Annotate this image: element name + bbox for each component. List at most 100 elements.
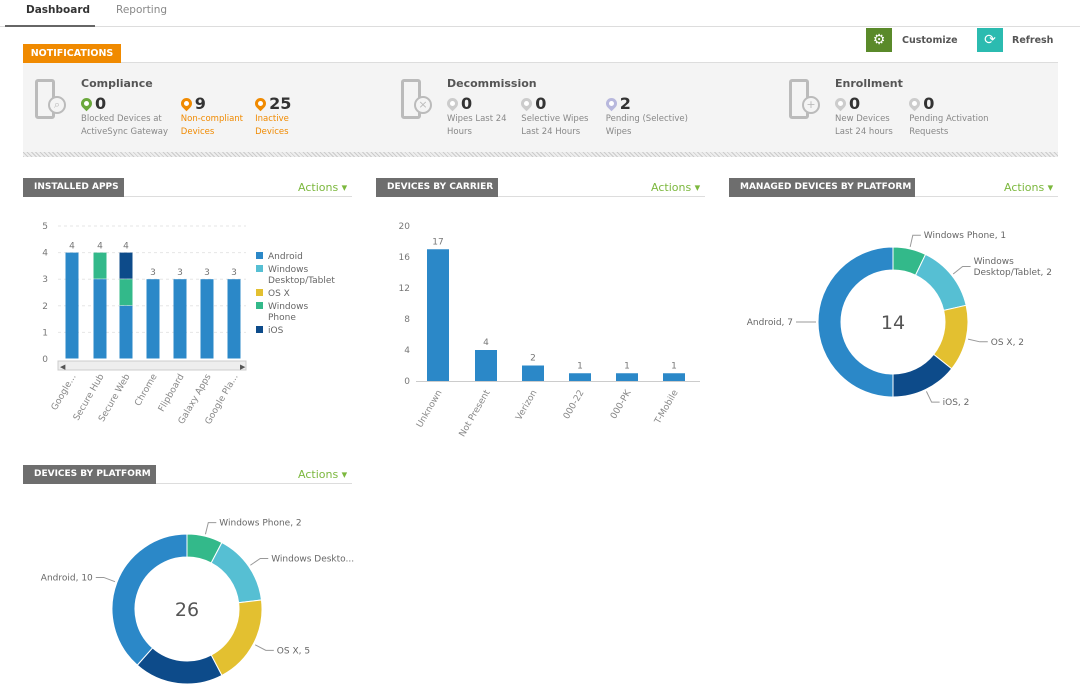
slice-label: Android, 10 [41, 573, 93, 583]
notification-metric[interactable]: 0 Pending Activation Requests [907, 94, 989, 139]
refresh-label[interactable]: Refresh [1012, 35, 1054, 46]
donut-total: 14 [881, 312, 905, 334]
metric-label: Pending (Selective) Wipes [605, 114, 688, 137]
metric-label: Pending Activation Requests [909, 114, 989, 137]
customize-label[interactable]: Customize [902, 35, 958, 46]
y-tick-label: 4 [42, 249, 48, 259]
notifications-panel: ⌕ Compliance 0 Blocked Devices at ActiveSyn… [23, 63, 1058, 152]
x-tick-label: Google... [50, 373, 79, 413]
refresh-button[interactable]: ⟳ [977, 28, 1003, 52]
slice-label: Desktop/Tablet, 2 [974, 268, 1052, 278]
x-tick-label: 000-PK [609, 388, 634, 421]
notification-metric[interactable]: 0 Blocked Devices at ActiveSync Gateway [78, 94, 168, 139]
notification-metric[interactable]: 0 New Devices Last 24 hours [832, 94, 893, 139]
y-tick-label: 4 [404, 346, 410, 356]
data-label: 4 [97, 242, 103, 252]
notification-metric[interactable]: 0 Wipes Last 24 Hours [444, 94, 507, 139]
bar-segment [227, 279, 241, 359]
metric-value: 9 [194, 94, 206, 113]
donut-slice [111, 533, 188, 666]
carrier-title: DEVICES BY CARRIER [376, 178, 498, 197]
notification-metric[interactable]: 2 Pending (Selective) Wipes [603, 94, 688, 139]
divider [121, 62, 1058, 63]
bar-segment [93, 252, 107, 279]
bar [475, 350, 497, 381]
legend-swatch [256, 265, 263, 272]
tab-reporting[interactable]: Reporting [116, 4, 168, 16]
carrier-actions[interactable]: Actions ▾ [651, 181, 701, 194]
slice-label: OS X, 2 [991, 338, 1024, 348]
metric-label: Non-compliant Devices [180, 114, 244, 137]
leader-line [254, 644, 274, 651]
leader-line [909, 234, 921, 248]
metric-value: 2 [619, 94, 631, 113]
data-label: 4 [69, 242, 75, 252]
slice-label: OS X, 5 [277, 646, 310, 656]
data-label: 3 [204, 268, 210, 278]
data-label: 3 [177, 268, 183, 278]
bar-segment [200, 279, 214, 359]
legend-label: Desktop/Tablet [268, 276, 335, 286]
metric-value: 0 [923, 94, 935, 113]
phone-add-icon: + [789, 79, 820, 119]
y-tick-label: 5 [42, 222, 48, 232]
x-tick-label: T-Mobile [653, 388, 681, 427]
installed-apps-title: INSTALLED APPS [23, 178, 124, 197]
leader-line [95, 576, 116, 583]
group-title: Enrollment [835, 77, 903, 90]
notification-metric[interactable]: 9 Non-compliant Devices [178, 94, 244, 139]
installed-apps-actions[interactable]: Actions ▾ [298, 181, 348, 194]
legend-swatch [256, 252, 263, 259]
legend-label: Windows [268, 302, 308, 312]
data-label: 4 [483, 338, 489, 348]
tab-bar: Dashboard Reporting [0, 0, 1080, 27]
horizontal-scrollbar[interactable] [57, 360, 247, 371]
platform-actions[interactable]: Actions ▾ [298, 468, 348, 481]
data-label: 1 [671, 361, 677, 371]
metric-value: 25 [269, 94, 292, 113]
bar-segment [119, 252, 133, 279]
leader-line [925, 391, 940, 403]
metric-label: New Devices Last 24 hours [835, 114, 893, 137]
leader-line [250, 557, 269, 566]
bar [522, 365, 544, 381]
slice-label: Windows Phone, 2 [219, 519, 301, 529]
legend-label: Phone [268, 313, 296, 323]
scroll-left-icon: ◀ [60, 363, 66, 371]
phone-search-icon: ⌕ [35, 79, 66, 119]
y-tick-label: 20 [399, 222, 411, 232]
bar [616, 373, 638, 381]
bar-segment [119, 279, 133, 306]
data-label: 3 [150, 268, 156, 278]
x-tick-label: Unknown [415, 389, 445, 430]
scroll-right-icon: ▶ [240, 363, 246, 371]
y-tick-label: 2 [42, 302, 48, 312]
data-label: 1 [577, 361, 583, 371]
metric-value: 0 [95, 94, 107, 113]
metric-value: 0 [535, 94, 547, 113]
leader-line [204, 522, 217, 535]
bar-segment [65, 252, 79, 359]
group-title: Compliance [81, 77, 153, 90]
metric-label: Inactive Devices [255, 114, 289, 137]
slice-label: Windows Phone, 1 [924, 231, 1006, 241]
customize-button[interactable]: ⚙ [866, 28, 892, 52]
legend-swatch [256, 302, 263, 309]
refresh-icon: ⟳ [984, 32, 996, 48]
bar-segment [119, 305, 133, 359]
platform-title: DEVICES BY PLATFORM [23, 465, 156, 484]
y-tick-label: 16 [399, 253, 411, 263]
notification-metric[interactable]: 0 Selective Wipes Last 24 Hours [519, 94, 588, 139]
notifications-tab: NOTIFICATIONS [23, 44, 121, 64]
x-tick-label: Chrome [133, 372, 160, 408]
managed-actions[interactable]: Actions ▾ [1004, 181, 1054, 194]
tab-dashboard[interactable]: Dashboard [26, 4, 91, 16]
data-label: 3 [231, 268, 237, 278]
y-tick-label: 3 [42, 275, 48, 285]
notification-metric[interactable]: 25 Inactive Devices [252, 94, 292, 139]
data-label: 1 [624, 361, 630, 371]
slice-label: iOS, 2 [943, 398, 970, 408]
hatch-divider [23, 152, 1058, 157]
bar [569, 373, 591, 381]
managed-title: MANAGED DEVICES BY PLATFORM [729, 178, 915, 197]
